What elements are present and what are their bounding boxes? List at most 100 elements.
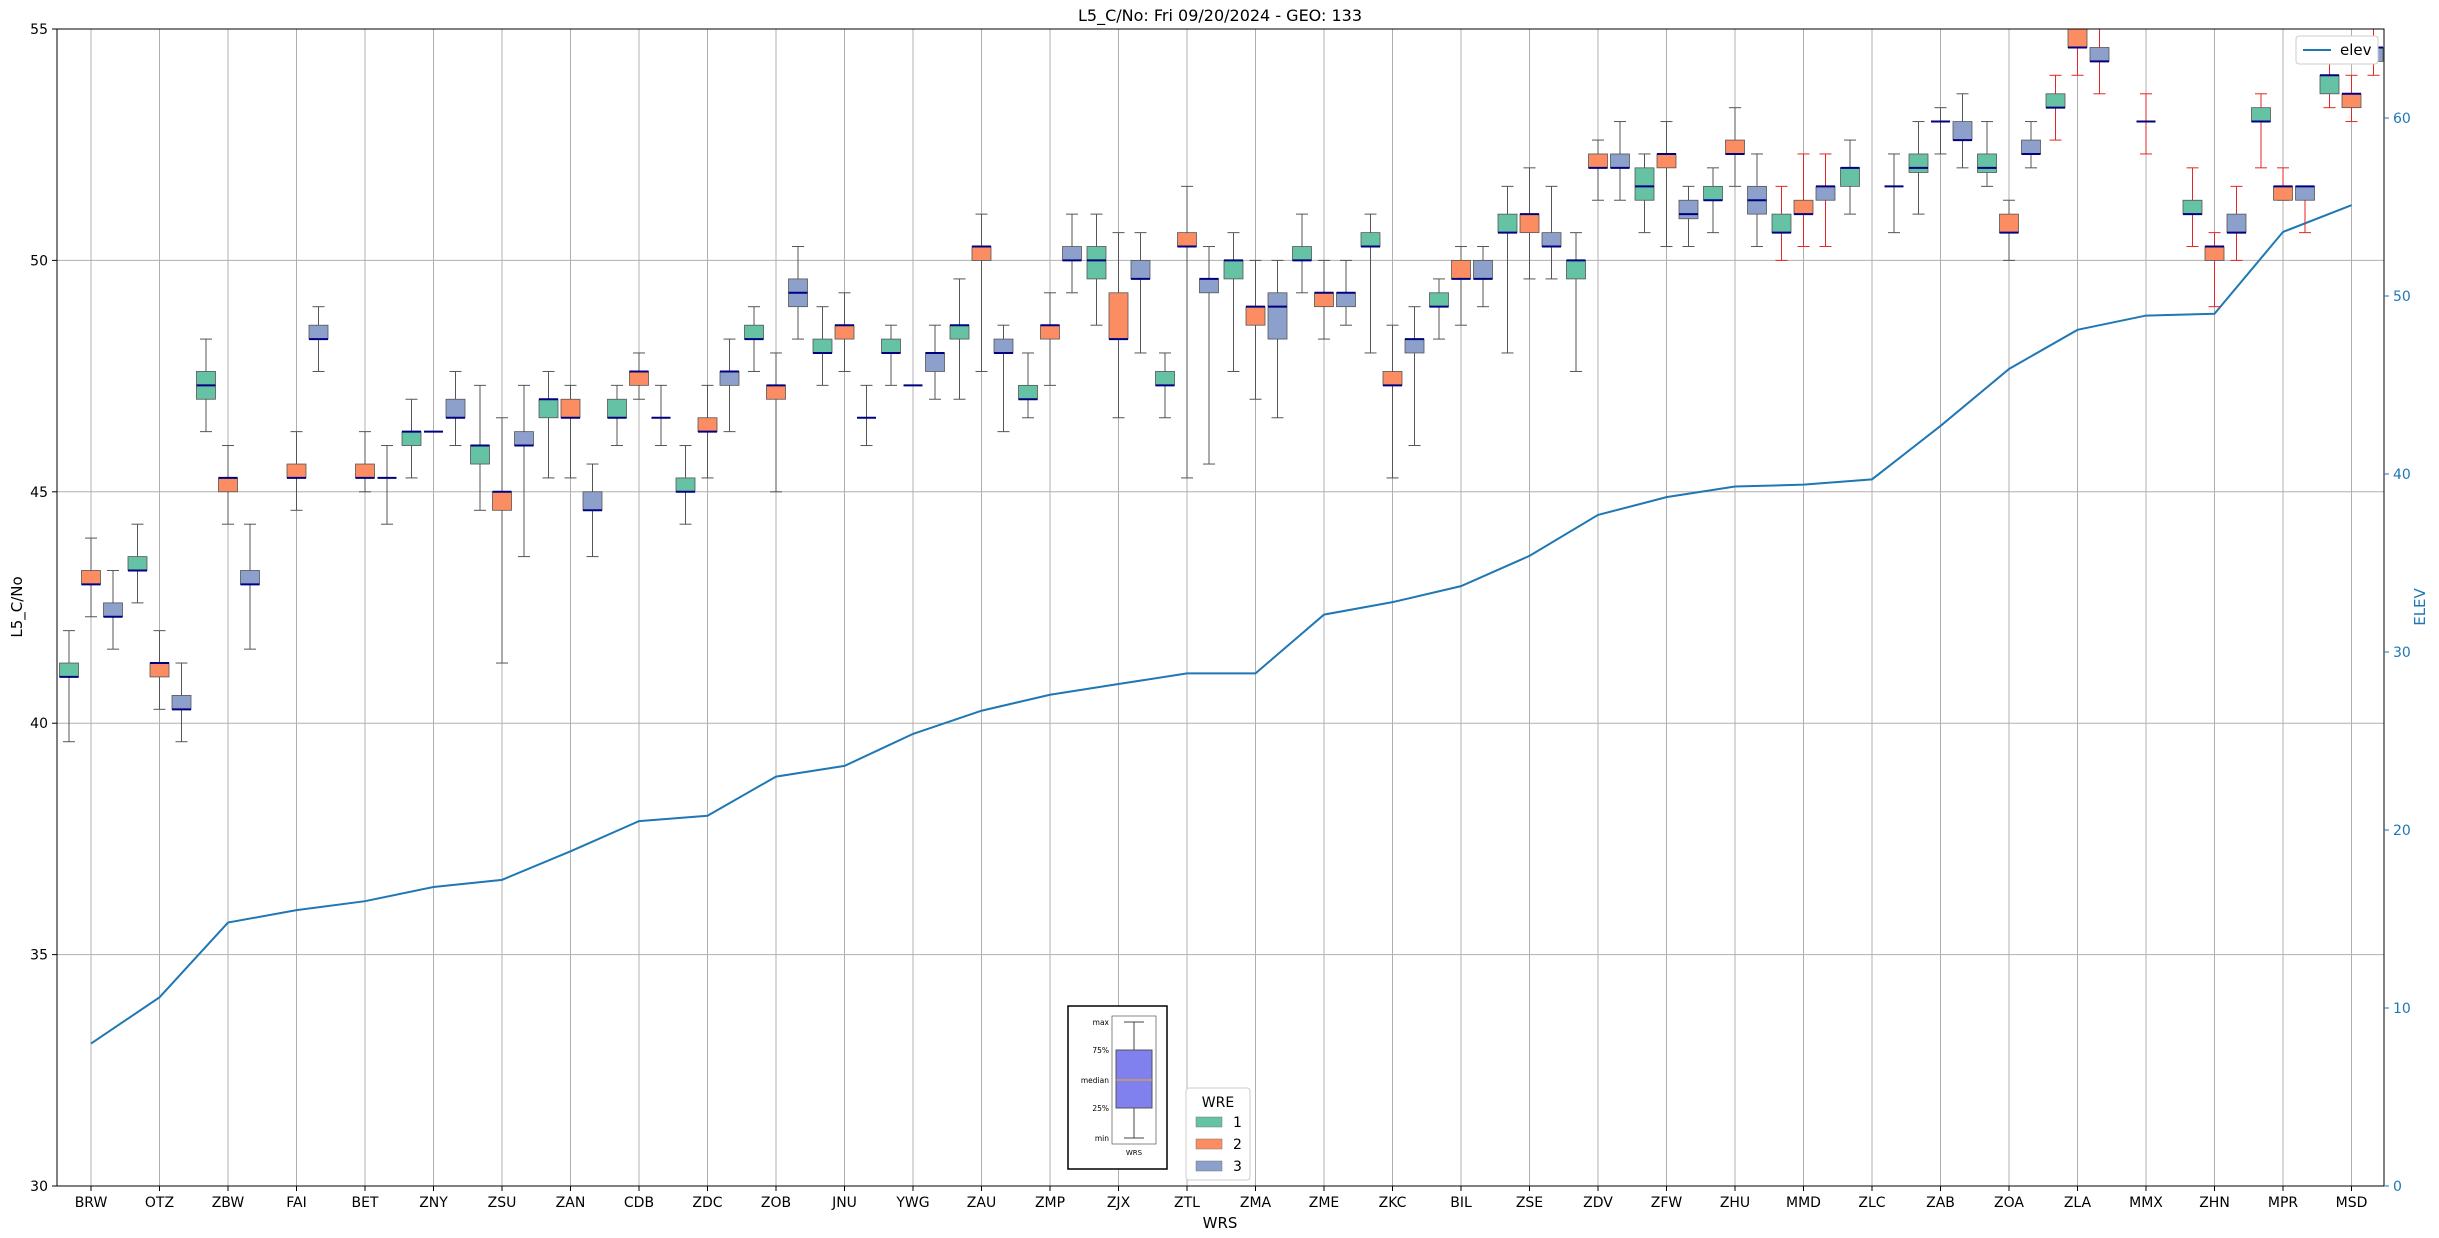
- box-wre-2: [1451, 246, 1471, 326]
- y-tick-label: 35: [30, 948, 48, 964]
- box-wre-2: [1725, 107, 1745, 187]
- box-body: [1541, 232, 1562, 247]
- box-body: [1245, 306, 1266, 326]
- x-tick-label: ZAU: [967, 1195, 996, 1211]
- x-tick-label: ZHN: [2199, 1195, 2230, 1211]
- box-wre-3: [788, 246, 808, 340]
- box-body: [1703, 185, 1723, 201]
- box-key-label-max: max: [1093, 1018, 1110, 1027]
- box-body: [1360, 232, 1381, 247]
- box-body: [1223, 259, 1244, 280]
- box-wre-3: [857, 384, 876, 447]
- box-wre-2: [629, 352, 649, 400]
- x-tick-label: OTZ: [145, 1195, 174, 1211]
- box-body: [2182, 199, 2203, 215]
- x-tick-label: BIL: [1450, 1195, 1472, 1211]
- x-tick-label: ZHU: [1720, 1195, 1750, 1211]
- box-body: [1908, 153, 1929, 173]
- box-key-inset: max 75% median 25% min WRS: [1067, 1005, 1168, 1170]
- box-key-label-q1: 25%: [1092, 1104, 1109, 1113]
- box-wre-1: [1360, 213, 1381, 354]
- box-body: [286, 463, 307, 479]
- x-tick-label: ZFW: [1651, 1195, 1683, 1211]
- box-key-box: [1115, 1049, 1153, 1109]
- box-wre-2: [1519, 167, 1540, 280]
- wre-legend-frame: [1185, 1087, 1251, 1181]
- box-wre-3: [171, 662, 192, 743]
- grid-layer: [57, 28, 2384, 1187]
- box-body: [582, 491, 603, 511]
- box-body: [1656, 153, 1677, 169]
- box-wre-1: [59, 630, 79, 743]
- box-wre-2: [149, 630, 170, 710]
- x-tick-label: CDB: [624, 1195, 654, 1211]
- elev-legend: elev: [2295, 35, 2379, 65]
- box-wre-2: [2204, 232, 2225, 308]
- box-wre-2: [355, 431, 375, 493]
- box-body: [81, 570, 101, 585]
- box-body: [1108, 292, 1129, 340]
- box-body: [2045, 93, 2066, 109]
- box-body: [1086, 246, 1107, 280]
- box-wre-3: [1747, 153, 1767, 248]
- wre-legend-label-2: 2: [1233, 1137, 1242, 1153]
- box-wre-3: [1610, 121, 1630, 201]
- box-wre-2: [1314, 259, 1334, 340]
- box-body: [881, 338, 901, 354]
- box-body: [1519, 213, 1540, 234]
- box-wre-2: [834, 292, 855, 372]
- wre-legend-swatch-1: [1195, 1116, 1223, 1128]
- box-body: [2021, 139, 2041, 155]
- box-wre-2: [1588, 139, 1608, 201]
- box-body: [1062, 246, 1082, 261]
- y-tick-label: 30: [30, 1179, 48, 1195]
- box-body: [1130, 259, 1151, 280]
- box-body: [2251, 107, 2271, 122]
- x-tick-label: ZKC: [1379, 1195, 1407, 1211]
- box-wre-3: [2021, 121, 2041, 169]
- box-wre-1: [744, 306, 764, 372]
- box-wre-2: [1245, 259, 1266, 400]
- box-wre-2: [2341, 74, 2362, 123]
- box-wre-3: [103, 569, 123, 650]
- box-wre-2: [560, 384, 581, 479]
- box-body: [607, 398, 627, 419]
- box-body: [445, 398, 466, 419]
- box-body: [1018, 384, 1038, 400]
- box-body: [834, 324, 855, 340]
- wre-legend-label-3: 3: [1233, 1159, 1242, 1175]
- wre-legend-title: WRE: [1202, 1095, 1234, 1111]
- y2-tick-label: 40: [2393, 467, 2411, 483]
- y2-tick-label: 60: [2393, 111, 2411, 127]
- y2-axis-label: ELEV: [2411, 587, 2429, 625]
- box-wre-3: [2089, 28, 2110, 95]
- box-wre-1: [1840, 139, 1860, 215]
- box-wre-1: [1086, 213, 1107, 326]
- box-wre-1: [1497, 185, 1518, 354]
- box-body: [675, 477, 696, 493]
- box-body: [218, 477, 238, 493]
- box-wre-1: [1155, 352, 1175, 419]
- box-wre-2: [1656, 121, 1677, 248]
- box-body: [1473, 259, 1493, 280]
- box-wre-2: [1382, 324, 1403, 479]
- x-tick-label: ZJX: [1107, 1195, 1131, 1211]
- box-body: [1177, 232, 1197, 247]
- box-wre-1: [127, 523, 148, 604]
- box-body: [1292, 246, 1312, 261]
- box-wre-3: [2226, 185, 2247, 261]
- box-wre-1: [470, 384, 490, 511]
- box-wre-3: [1199, 246, 1219, 465]
- x-tick-label: BRW: [75, 1195, 108, 1211]
- box-key-label-q3: 75%: [1092, 1046, 1109, 1055]
- box-body: [1566, 259, 1586, 280]
- box-body: [2341, 93, 2362, 109]
- box-body: [1451, 259, 1471, 280]
- box-wre-1: [949, 278, 970, 400]
- x-tick-label: JNU: [831, 1195, 857, 1211]
- x-tick-label: BET: [351, 1195, 378, 1211]
- x-tick-label: MMX: [2129, 1195, 2163, 1211]
- box-wre-2: [766, 352, 786, 493]
- box-body: [744, 324, 764, 340]
- elev-legend-frame: [2295, 35, 2379, 65]
